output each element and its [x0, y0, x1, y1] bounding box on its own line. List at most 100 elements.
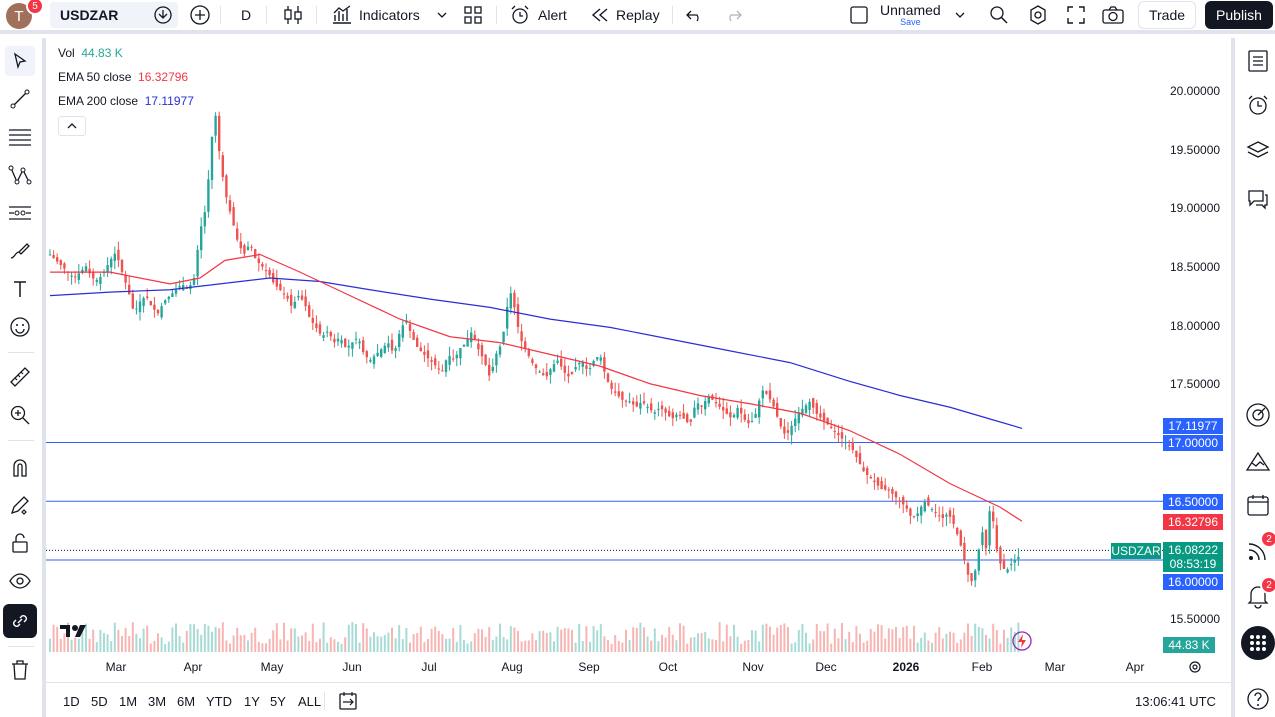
range-1m-button[interactable]: 1M — [119, 694, 138, 709]
help-icon[interactable] — [1243, 684, 1273, 714]
volume-bar — [380, 636, 383, 652]
volume-bar — [797, 630, 800, 652]
volume-bar — [826, 623, 829, 652]
symbol-search-button[interactable]: USDZAR — [50, 2, 178, 28]
range-1d-button[interactable]: 1D — [63, 694, 80, 709]
candle-body — [682, 412, 685, 419]
ideas-broadcast-icon[interactable] — [1243, 536, 1273, 566]
range-3m-button[interactable]: 3M — [148, 694, 167, 709]
draw-mode-pencil-icon[interactable] — [5, 490, 35, 520]
alerts-clock-icon[interactable] — [1243, 90, 1273, 120]
candle-body — [261, 264, 264, 267]
candle-body — [300, 295, 304, 300]
forecast-icon[interactable] — [5, 198, 35, 228]
undo-icon[interactable] — [685, 0, 705, 30]
range-5y-button[interactable]: 5Y — [270, 694, 286, 709]
lightning-icon[interactable] — [1011, 630, 1033, 657]
trend-line-icon[interactable] — [5, 84, 35, 114]
candle-body — [160, 306, 163, 318]
volume-bar — [81, 626, 84, 652]
legend-collapse-button[interactable] — [58, 116, 86, 136]
volume-bar — [844, 639, 847, 652]
time-tick: Oct — [658, 660, 678, 674]
candle-body — [758, 400, 761, 418]
candles-icon[interactable] — [283, 0, 303, 30]
snapshot-camera-icon[interactable] — [1101, 0, 1125, 30]
legend-volume[interactable]: Vol 44.83 K — [58, 46, 123, 60]
volume-bar — [643, 627, 645, 652]
layout-dropdown-chevron-icon[interactable] — [954, 0, 966, 30]
volume-bar — [340, 643, 343, 652]
compare-icon[interactable] — [152, 0, 174, 30]
candle-body — [239, 241, 242, 249]
tradingview-logo-icon[interactable] — [60, 623, 92, 644]
watchlist-icon[interactable] — [1243, 46, 1273, 76]
axis-settings-gear-icon[interactable] — [1188, 660, 1202, 679]
quick-search-icon[interactable] — [988, 0, 1010, 30]
range-5d-button[interactable]: 5D — [91, 694, 108, 709]
settings-gear-icon[interactable] — [1027, 0, 1049, 30]
trash-icon[interactable] — [5, 655, 35, 685]
volume-bar — [675, 640, 678, 652]
text-tool-icon[interactable] — [5, 274, 35, 304]
volume-bar — [67, 622, 69, 652]
target-icon[interactable] — [1243, 400, 1273, 430]
trade-button[interactable]: Trade — [1138, 1, 1196, 29]
pattern-icon[interactable] — [5, 160, 35, 190]
layout-name-button[interactable]: Unnamed Save — [880, 2, 941, 27]
legend-ema200[interactable]: EMA 200 close 17.11977 — [58, 94, 194, 108]
legend-ema50[interactable]: EMA 50 close 16.32796 — [58, 70, 189, 84]
mountain-icon[interactable] — [1243, 446, 1273, 476]
utc-clock[interactable]: 13:06:41 UTC — [1135, 694, 1216, 709]
volume-bar — [441, 634, 444, 652]
volume-bar — [729, 636, 732, 652]
fib-retracement-icon[interactable] — [5, 122, 35, 152]
volume-bar — [549, 632, 552, 652]
volume-bar — [736, 636, 739, 652]
date-range-icon[interactable] — [338, 691, 358, 716]
interval-button[interactable]: D — [241, 7, 252, 23]
candle-body — [246, 246, 250, 251]
layout-checkbox-icon[interactable] — [849, 0, 869, 30]
chart-pane[interactable] — [46, 38, 1231, 682]
range-1y-button[interactable]: 1Y — [244, 694, 260, 709]
indicators-button[interactable]: Indicators — [331, 0, 420, 30]
fullscreen-icon[interactable] — [1066, 0, 1086, 30]
emoji-icon[interactable] — [5, 312, 35, 342]
alert-button[interactable]: Alert — [509, 0, 567, 30]
volume-bar — [1013, 632, 1016, 652]
time-tick: Mar — [1044, 660, 1066, 674]
candle-body — [959, 530, 962, 546]
replay-button[interactable]: Replay — [590, 0, 660, 30]
lock-icon[interactable] — [5, 528, 35, 558]
add-symbol-icon[interactable] — [189, 0, 211, 30]
eye-icon[interactable] — [5, 566, 35, 596]
layouts-grid-icon[interactable] — [463, 0, 483, 30]
volume-bar — [437, 631, 440, 652]
volume-bar — [434, 626, 437, 652]
magnet-icon[interactable] — [5, 452, 35, 482]
zoom-in-icon[interactable] — [5, 400, 35, 430]
candle-body — [621, 391, 624, 400]
candle-body — [808, 401, 811, 410]
link-icon[interactable] — [3, 604, 37, 638]
candle-body — [581, 361, 584, 367]
brush-icon[interactable] — [5, 236, 35, 266]
range-all-button[interactable]: ALL — [298, 694, 322, 709]
candle-body — [120, 259, 124, 273]
cursor-icon[interactable] — [5, 46, 35, 76]
price-chart[interactable] — [46, 38, 1231, 682]
candle-body — [430, 360, 433, 362]
calendar-icon[interactable] — [1243, 490, 1273, 520]
volume-bar — [934, 632, 937, 652]
candle-body — [988, 511, 991, 546]
range-6m-button[interactable]: 6M — [177, 694, 196, 709]
ruler-icon[interactable] — [5, 362, 35, 392]
indicators-dropdown-chevron-icon[interactable] — [436, 0, 448, 30]
range-ytd-button[interactable]: YTD — [206, 694, 232, 709]
redo-icon[interactable] — [723, 0, 743, 30]
publish-button[interactable]: Publish — [1205, 1, 1273, 29]
layers-icon[interactable] — [1243, 136, 1273, 166]
apps-grid-icon[interactable] — [1241, 626, 1275, 660]
chat-icon[interactable] — [1243, 184, 1273, 214]
